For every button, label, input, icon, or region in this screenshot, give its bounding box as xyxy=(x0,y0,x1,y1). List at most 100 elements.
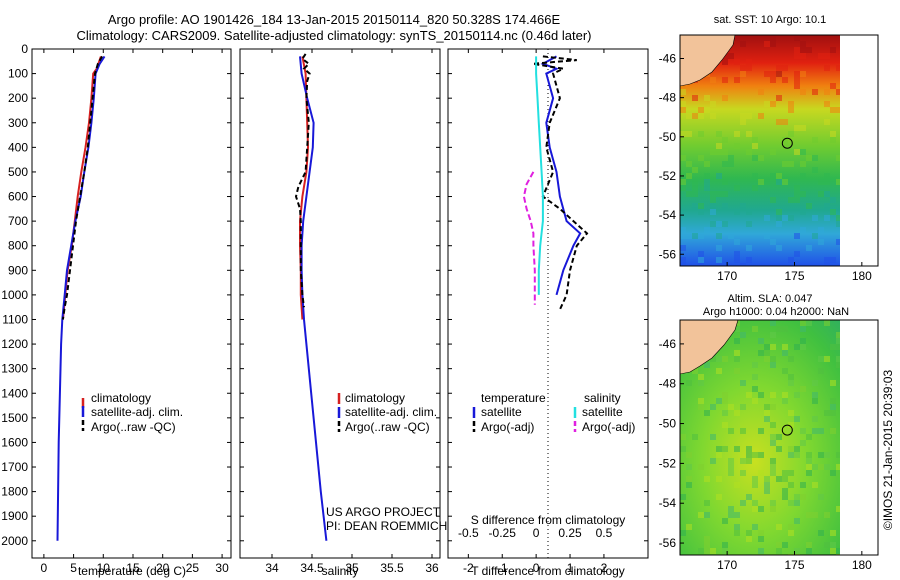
map-cell xyxy=(740,203,746,209)
map-cell xyxy=(806,512,812,518)
map-cell xyxy=(770,434,776,440)
map-cell xyxy=(704,185,710,191)
map-cell xyxy=(782,398,788,404)
difference-legend: temperature salinity satellite Argo(-adj… xyxy=(472,391,635,434)
map-cell xyxy=(770,320,776,326)
map-cell xyxy=(734,446,740,452)
map-cell xyxy=(782,470,788,476)
map-cell xyxy=(806,245,812,251)
y-tick-label: 800 xyxy=(8,239,28,253)
map-cell xyxy=(764,356,770,362)
map-cell xyxy=(830,47,836,53)
map-cell xyxy=(734,410,740,416)
map-cell xyxy=(788,380,794,386)
map-cell xyxy=(818,356,824,362)
x-tick-label: 35 xyxy=(345,561,359,575)
y-tick-label: 1600 xyxy=(1,435,28,449)
y-tick-label: -54 xyxy=(659,208,677,222)
sla-texture xyxy=(680,320,842,555)
temperature-legend: climatology satellite-adj. clim. Argo(..… xyxy=(81,391,183,434)
map-cell xyxy=(770,422,776,428)
sst-map-panel: sat. SST: 10 Argo: 10.1 xyxy=(659,14,879,283)
map-cell xyxy=(686,191,692,197)
map-cell xyxy=(800,494,806,500)
map-cell xyxy=(788,500,794,506)
map-cell xyxy=(704,476,710,482)
y-tick-label: 1100 xyxy=(2,312,28,326)
map-cell xyxy=(770,332,776,338)
map-cell xyxy=(806,452,812,458)
map-cell xyxy=(698,209,704,215)
map-cell xyxy=(782,476,788,482)
map-cell xyxy=(800,482,806,488)
map-cell xyxy=(806,470,812,476)
map-cell xyxy=(836,65,842,71)
y-tick-label: -46 xyxy=(659,51,677,65)
map-cell xyxy=(800,320,806,326)
map-cell xyxy=(794,416,800,422)
y-tick-label: -50 xyxy=(659,130,677,144)
map-cell xyxy=(680,131,686,137)
map-cell xyxy=(782,488,788,494)
map-cell xyxy=(704,227,710,233)
map-cell xyxy=(770,470,776,476)
map-cell xyxy=(716,245,722,251)
map-cell xyxy=(680,434,686,440)
series-line-2 xyxy=(56,55,106,541)
map-cell xyxy=(824,452,830,458)
map-cell xyxy=(704,161,710,167)
map-cell xyxy=(836,215,842,221)
map-cell xyxy=(770,197,776,203)
map-cell xyxy=(692,434,698,440)
map-cell xyxy=(788,101,794,107)
map-cell xyxy=(698,404,704,410)
map-cell xyxy=(800,71,806,77)
salinity-series xyxy=(294,53,328,541)
map-cell xyxy=(830,542,836,548)
map-cell xyxy=(710,434,716,440)
map-cell xyxy=(800,47,806,53)
map-cell xyxy=(704,95,710,101)
map-cell xyxy=(716,368,722,374)
map-cell xyxy=(776,548,782,554)
map-cell xyxy=(788,530,794,536)
map-cell xyxy=(740,113,746,119)
y-tick-label: 2000 xyxy=(1,534,28,548)
map-cell xyxy=(794,185,800,191)
map-cell xyxy=(734,251,740,257)
map-cell xyxy=(806,203,812,209)
map-cell xyxy=(686,482,692,488)
map-cell xyxy=(746,494,752,500)
map-cell xyxy=(764,215,770,221)
y-tick-label: -56 xyxy=(659,536,677,550)
map-cell xyxy=(686,476,692,482)
map-cell xyxy=(764,233,770,239)
map-cell xyxy=(776,95,782,101)
y-tick-label: 600 xyxy=(8,190,28,204)
map-cell xyxy=(740,470,746,476)
map-cell xyxy=(734,257,740,263)
y-tick-label: 1700 xyxy=(1,460,28,474)
map-cell xyxy=(704,548,710,554)
x-tick-label: 0 xyxy=(41,561,48,575)
series-line-2 xyxy=(299,56,328,541)
map-cell xyxy=(800,191,806,197)
map-cell xyxy=(698,263,704,266)
map-cell xyxy=(740,380,746,386)
map-cell xyxy=(758,89,764,95)
map-cell xyxy=(758,470,764,476)
map-cell xyxy=(758,350,764,356)
map-cell xyxy=(770,77,776,83)
map-cell xyxy=(812,233,818,239)
legend-label-satellite: satellite-adj. clim. xyxy=(345,405,437,419)
t-difference-xlabel: T difference from climatology xyxy=(471,564,625,578)
map-cell xyxy=(722,548,728,554)
map-cell xyxy=(740,458,746,464)
x-tick-label: 175 xyxy=(784,269,804,283)
map-cell xyxy=(830,197,836,203)
map-cell xyxy=(680,263,686,266)
map-cell xyxy=(692,95,698,101)
y-tick-label: 300 xyxy=(8,116,28,130)
y-tick-label: -52 xyxy=(659,169,677,183)
map-cell xyxy=(776,434,782,440)
